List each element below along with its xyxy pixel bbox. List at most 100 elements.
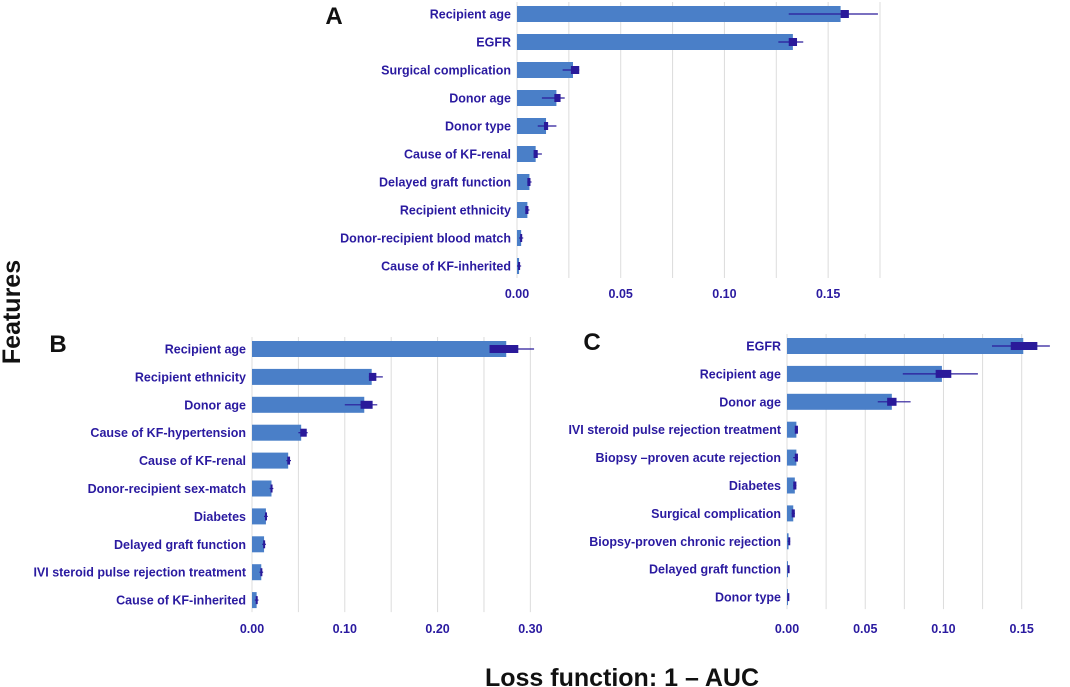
error-box (264, 512, 267, 521)
feature-label: Cause of KF-hypertension (90, 426, 246, 440)
importance-bar (252, 564, 262, 581)
error-box (840, 10, 849, 18)
error-box (270, 484, 273, 493)
x-tick-label: 0.15 (816, 287, 840, 301)
feature-label: Recipient ethnicity (400, 204, 511, 218)
error-box (570, 66, 580, 74)
x-tick-label: 0.00 (505, 287, 529, 301)
x-tick-label: 0.05 (609, 287, 633, 301)
importance-bar (787, 449, 797, 466)
error-box (300, 428, 307, 437)
importance-bar (517, 118, 547, 134)
feature-label: Donor type (715, 591, 781, 605)
error-box (489, 345, 519, 353)
x-tick-label: 0.00 (775, 622, 799, 636)
feature-label: Recipient ethnicity (135, 370, 246, 384)
importance-bar (787, 393, 892, 410)
feature-label: Biopsy-proven chronic rejection (589, 535, 781, 549)
error-box (360, 400, 373, 409)
panel-letter: A (325, 3, 342, 30)
error-box (527, 178, 531, 186)
panel-c: C EGFR Recipient age Donor age IVI steroid p… (568, 329, 1050, 636)
importance-bar (517, 146, 536, 162)
x-tick-label: 0.15 (1010, 622, 1034, 636)
feature-label: Delayed graft function (379, 176, 511, 190)
feature-label: IVI steroid pulse rejection treatment (33, 566, 246, 580)
feature-label: Donor-recipient blood match (340, 232, 511, 246)
feature-label: Donor age (184, 398, 246, 412)
error-box (1010, 342, 1038, 350)
importance-bar (252, 592, 257, 609)
importance-bar (517, 202, 528, 218)
x-tick-label: 0.30 (518, 622, 542, 636)
importance-bar (252, 480, 272, 497)
feature-label: Cause of KF-inherited (381, 260, 511, 274)
error-box (787, 593, 790, 602)
y-axis-title: Features (0, 260, 26, 364)
importance-bar (787, 338, 1024, 354)
error-box (794, 453, 798, 462)
error-box (791, 509, 795, 518)
importance-bar (252, 341, 507, 357)
error-box (255, 596, 258, 605)
error-box (533, 150, 538, 158)
x-tick-label: 0.20 (425, 622, 449, 636)
error-box (543, 122, 549, 130)
feature-label: Recipient age (165, 343, 246, 357)
error-box (263, 540, 266, 549)
feature-label: IVI steroid pulse rejection treatment (568, 423, 781, 437)
importance-bar (252, 424, 302, 441)
x-tick-label: 0.05 (853, 622, 877, 636)
feature-label: Diabetes (729, 479, 781, 493)
feature-label: Cause of KF-renal (139, 454, 246, 468)
panel-b: B Recipient age Recipient ethnicity Donor a… (33, 331, 542, 636)
importance-bar (252, 452, 289, 469)
feature-label: Donor age (719, 395, 781, 409)
error-box (287, 456, 291, 465)
feature-label: EGFR (746, 340, 781, 354)
error-box (788, 38, 798, 46)
importance-bar (517, 62, 574, 78)
error-box (260, 568, 263, 577)
error-box (794, 425, 798, 434)
panel-letter: B (49, 331, 66, 358)
panel-letter: C (583, 329, 600, 356)
error-box (368, 372, 377, 381)
feature-label: Cause of KF-renal (404, 148, 511, 162)
error-box (788, 537, 791, 546)
feature-label: Donor age (449, 92, 511, 106)
feature-label: Recipient age (430, 8, 511, 22)
importance-bar (517, 90, 557, 106)
feature-label: Biopsy –proven acute rejection (596, 451, 781, 465)
panel-a: A Recipient age EGFR Surgical complication D… (325, 2, 881, 301)
feature-label: EGFR (476, 36, 511, 50)
feature-label: Donor type (445, 120, 511, 134)
feature-label: Cause of KF-inherited (116, 594, 246, 608)
feature-label: Surgical complication (381, 64, 511, 78)
x-tick-label: 0.10 (712, 287, 736, 301)
x-tick-label: 0.10 (333, 622, 357, 636)
x-tick-label: 0.00 (240, 622, 264, 636)
importance-bar (252, 536, 265, 553)
feature-label: Surgical complication (651, 507, 781, 521)
importance-bar (787, 505, 794, 522)
feature-label: Delayed graft function (114, 538, 246, 552)
error-box (887, 397, 897, 406)
x-tick-label: 0.10 (931, 622, 955, 636)
error-box (935, 369, 952, 378)
importance-bar (252, 368, 372, 385)
panels: A Recipient age EGFR Surgical complication D… (33, 2, 1050, 636)
importance-bar (517, 174, 530, 190)
importance-bar (252, 396, 365, 413)
x-axis-title: Loss function: 1 – AUC (485, 664, 759, 687)
feature-label: Recipient age (700, 367, 781, 381)
importance-bar (517, 6, 841, 22)
feature-label: Delayed graft function (649, 563, 781, 577)
importance-bar (517, 34, 793, 50)
error-box (554, 94, 561, 102)
error-box (520, 234, 523, 242)
feature-label: Diabetes (194, 510, 246, 524)
error-box (793, 481, 797, 490)
error-box (518, 262, 521, 270)
